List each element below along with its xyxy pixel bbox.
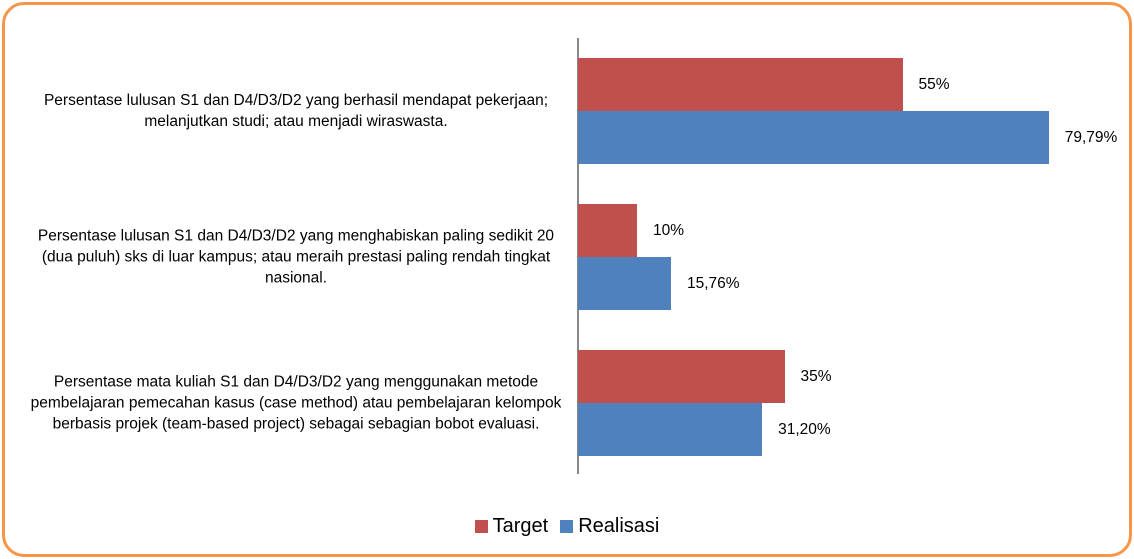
category-label: Persentase lulusan S1 dan D4/D3/D2 yang …	[43, 92, 549, 130]
bar	[578, 350, 785, 403]
data-label: 31,20%	[778, 420, 831, 438]
legend-item: Realisasi	[560, 515, 659, 538]
category-label: Persentase mata kuliah S1 dan D4/D3/D2 y…	[30, 373, 562, 433]
data-label: 10%	[653, 221, 685, 239]
legend-swatch	[560, 520, 574, 533]
bar	[578, 204, 637, 257]
legend-label: Target	[492, 515, 549, 537]
legend-swatch	[474, 520, 488, 533]
category-label: Persentase lulusan S1 dan D4/D3/D2 yang …	[37, 227, 555, 287]
legend: Target Realisasi	[0, 515, 1134, 539]
data-label: 15,76%	[686, 274, 740, 292]
bar	[578, 111, 1049, 164]
data-label: 55%	[918, 75, 950, 93]
data-label: 35%	[800, 367, 832, 385]
data-label: 79,79%	[1064, 128, 1118, 146]
legend-label: Realisasi	[578, 515, 660, 537]
bar	[578, 58, 903, 111]
bar	[578, 257, 671, 310]
legend-item: Target	[474, 515, 549, 538]
bar	[578, 403, 763, 456]
